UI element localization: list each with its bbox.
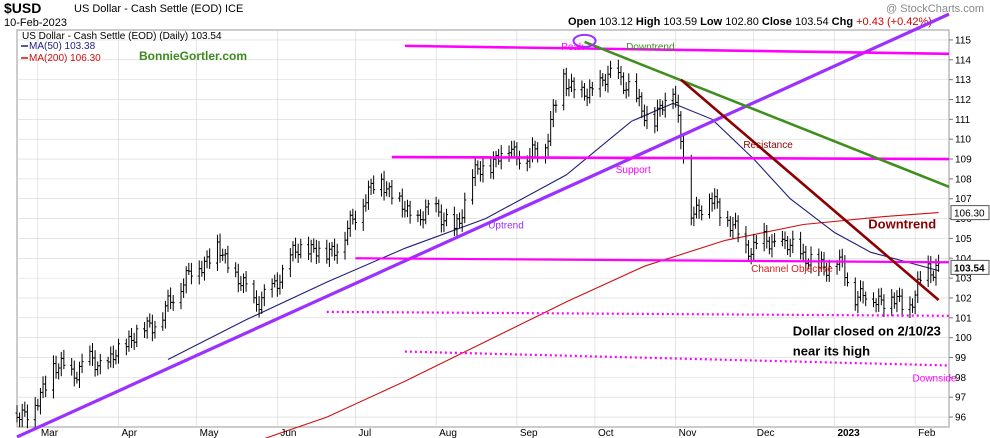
legend-ma50: MA(50) 103.38 — [29, 41, 96, 52]
annotation-label: Resistance — [743, 140, 793, 151]
x-tick-label: Sep — [520, 428, 538, 438]
symbol-label: $USD — [4, 0, 42, 16]
x-tick-label: Aug — [439, 428, 457, 438]
green-downtrend-line — [584, 40, 950, 189]
y-tick-label: 105 — [955, 234, 972, 245]
dotted-lower-line — [404, 350, 950, 367]
x-tick-label: Jul — [358, 428, 371, 438]
annotation-label: Peak — [561, 42, 585, 53]
chart-header: $USD US Dollar - Cash Settle (EOD) ICE 1… — [0, 0, 990, 32]
y-tick-label: 112 — [955, 95, 971, 106]
x-tick-label: Oct — [598, 428, 614, 438]
y-tick-label: 108 — [955, 174, 972, 185]
price-bars — [15, 59, 941, 429]
ma50-line — [167, 102, 939, 360]
annotation-label: Downtrend — [868, 217, 936, 232]
annotation-label: Downside — [913, 373, 957, 384]
symbol-description: US Dollar - Cash Settle (EOD) ICE — [74, 3, 244, 15]
x-tick-label: Mar — [41, 428, 59, 438]
uptrend-line — [16, 12, 950, 438]
annotation-label: Uptrend — [488, 221, 524, 232]
peak-marker — [572, 33, 597, 48]
x-axis: Mar Apr May Jun Jul Aug Sep Oct Nov Dec 2023 Feb — [41, 428, 936, 438]
annotation-label: Channel Objective — [751, 264, 833, 275]
watermark: @ StockCharts.com — [886, 3, 984, 15]
price-tag — [950, 259, 990, 275]
y-axis: 9697989910010110210310410510610710810911… — [949, 35, 990, 424]
y-tick-label: 110 — [955, 135, 971, 146]
y-tick-label: 99 — [955, 353, 967, 364]
price-tag-label: 106.30 — [954, 209, 985, 220]
y-tick-label: 100 — [955, 333, 972, 344]
y-tick-label: 101 — [955, 313, 972, 324]
x-tick-label: 2023 — [837, 428, 860, 438]
ma200-group — [264, 212, 939, 438]
y-tick-label: 109 — [955, 155, 972, 166]
x-tick-label: Apr — [122, 428, 138, 438]
y-tick-label: 102 — [955, 293, 972, 304]
y-tick-label: 111 — [955, 115, 971, 126]
annotation-label: Downtrend — [626, 42, 674, 53]
site-label: BonnieGortler.com — [139, 49, 247, 63]
x-tick-label: Nov — [679, 428, 697, 438]
dotted-upper-line — [326, 310, 950, 317]
y-tick-label: 107 — [955, 194, 972, 205]
annotation-label: Support — [616, 165, 651, 176]
price-tag — [950, 205, 990, 221]
price-tag-label: 103.54 — [954, 263, 985, 274]
legend: US Dollar - Cash Settle (EOD) (Daily) 10… — [21, 31, 247, 64]
y-tick-label: 114 — [955, 55, 971, 66]
annotation-label: near its high — [793, 344, 870, 359]
x-tick-label: Dec — [757, 428, 775, 438]
red-downtrend-line — [680, 78, 940, 301]
y-tick-label: 96 — [955, 413, 967, 424]
ohlc-readout: Open 103.12 High 103.59 Low 102.80 Close… — [568, 16, 932, 28]
trend-lines — [16, 12, 950, 438]
annotation-label: Dollar closed on 2/10/23 — [793, 324, 941, 339]
x-tick-label: May — [200, 428, 219, 438]
x-tick-label: Jun — [280, 428, 296, 438]
legend-price: US Dollar - Cash Settle (EOD) (Daily) 10… — [22, 31, 222, 42]
y-tick-label: 97 — [955, 393, 967, 404]
y-tick-label: 115 — [955, 35, 971, 46]
legend-ma200: MA(200) 106.30 — [29, 53, 101, 64]
ma50-group — [167, 102, 939, 360]
chart-date: 10-Feb-2023 — [4, 17, 67, 29]
channel-line — [355, 257, 950, 264]
y-tick-label: 104 — [955, 254, 972, 265]
x-tick-label: Feb — [918, 428, 936, 438]
ma200-line — [264, 212, 939, 438]
peak-horizontal-line — [404, 44, 950, 56]
annotations: Peak Downtrend Resistance Support Uptrend Cha… — [488, 42, 957, 384]
grid — [17, 30, 949, 427]
plot-area — [16, 29, 950, 428]
y-tick-label: 103 — [955, 274, 972, 285]
y-tick-label: 113 — [955, 75, 971, 86]
resistance-line — [391, 155, 950, 161]
y-tick-label: 98 — [955, 373, 967, 384]
